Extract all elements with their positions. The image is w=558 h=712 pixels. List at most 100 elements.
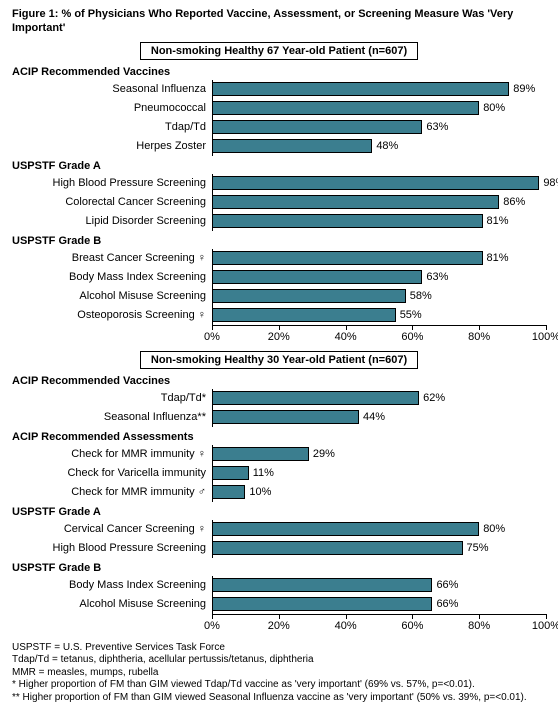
chart-row: Seasonal Influenza** 44%: [12, 408, 546, 427]
row-label: Body Mass Index Screening: [12, 271, 212, 283]
value-label: 80%: [483, 102, 505, 114]
value-label: 48%: [376, 140, 398, 152]
bar-area: 66%: [212, 595, 546, 614]
chart-row: High Blood Pressure Screening75%: [12, 539, 546, 558]
footnote-line: ** Higher proportion of FM than GIM view…: [12, 692, 546, 705]
row-label: Herpes Zoster: [12, 140, 212, 152]
bar: [212, 120, 422, 134]
bar: [212, 391, 419, 405]
value-label: 80%: [483, 523, 505, 535]
value-label: 66%: [436, 579, 458, 591]
value-label: 86%: [503, 196, 525, 208]
bar-area: 81%: [212, 249, 546, 268]
value-label: 29%: [313, 448, 335, 460]
bar-area: 80%: [212, 99, 546, 118]
chart-row: Tdap/Td* 62%: [12, 389, 546, 408]
bar: [212, 466, 249, 480]
chart-row: High Blood Pressure Screening98%: [12, 174, 546, 193]
bar-area: 98%: [212, 174, 546, 193]
bar: [212, 541, 463, 555]
bar-area: 89%: [212, 80, 546, 99]
bar: [212, 308, 396, 322]
row-label: Check for MMR immunity ♀: [12, 448, 212, 460]
tick-label: 100%: [532, 331, 558, 343]
chart-row: Alcohol Misuse Screening 66%: [12, 595, 546, 614]
chart-row: Colorectal Cancer Screening86%: [12, 193, 546, 212]
footnotes: USPSTF = U.S. Preventive Services Task F…: [12, 642, 546, 705]
group-label: USPSTF Grade A: [12, 160, 546, 172]
chart-row: Lipid Disorder Screening 81%: [12, 212, 546, 231]
chart-row: Check for Varicella immunity 11%: [12, 464, 546, 483]
value-label: 58%: [410, 290, 432, 302]
bar: [212, 195, 499, 209]
row-label: High Blood Pressure Screening: [12, 177, 212, 189]
bar-area: 55%: [212, 306, 546, 325]
chart-root: Non-smoking Healthy 67 Year-old Patient …: [12, 42, 546, 636]
bar-area: 80%: [212, 520, 546, 539]
value-label: 10%: [249, 486, 271, 498]
bar-area: 66%: [212, 576, 546, 595]
tick-label: 60%: [401, 331, 423, 343]
group-label: ACIP Recommended Vaccines: [12, 66, 546, 78]
bar-area: 58%: [212, 287, 546, 306]
chart-row: Check for MMR immunity ♂10%: [12, 483, 546, 502]
bar: [212, 485, 245, 499]
value-label: 55%: [400, 309, 422, 321]
row-label: Lipid Disorder Screening: [12, 215, 212, 227]
bar: [212, 289, 406, 303]
bar: [212, 522, 479, 536]
row-label: Pneumococcal: [12, 102, 212, 114]
tick-label: 40%: [335, 620, 357, 632]
value-label: 81%: [487, 215, 509, 227]
row-label: Tdap/Td*: [12, 392, 212, 404]
bar-area: 44%: [212, 408, 546, 427]
value-label: 89%: [513, 83, 535, 95]
group-label: ACIP Recommended Assessments: [12, 431, 546, 443]
chart-row: Seasonal Influenza 89%: [12, 80, 546, 99]
tick-label: 100%: [532, 620, 558, 632]
figure-title: Figure 1: % of Physicians Who Reported V…: [12, 8, 546, 36]
value-label: 11%: [253, 467, 274, 479]
chart-row: Osteoporosis Screening ♀ 55%: [12, 306, 546, 325]
chart-row: Tdap/Td63%: [12, 118, 546, 137]
row-label: Seasonal Influenza: [12, 83, 212, 95]
tick-label: 0%: [204, 620, 220, 632]
bar-area: 63%: [212, 118, 546, 137]
tick-label: 60%: [401, 620, 423, 632]
tick-label: 40%: [335, 331, 357, 343]
bar-area: 10%: [212, 483, 546, 502]
chart-row: Body Mass Index Screening66%: [12, 576, 546, 595]
value-label: 81%: [487, 252, 509, 264]
chart-row: Pneumococcal 80%: [12, 99, 546, 118]
bar-area: 75%: [212, 539, 546, 558]
footnote-line: MMR = measles, mumps, rubella: [12, 667, 546, 680]
row-label: Breast Cancer Screening ♀: [12, 252, 212, 264]
bar-area: 48%: [212, 137, 546, 156]
bar: [212, 214, 483, 228]
bar: [212, 410, 359, 424]
value-label: 98%: [543, 177, 558, 189]
row-label: Check for Varicella immunity: [12, 467, 212, 479]
value-label: 66%: [436, 598, 458, 610]
row-label: Osteoporosis Screening ♀: [12, 309, 212, 321]
row-label: Cervical Cancer Screening ♀: [12, 523, 212, 535]
bar: [212, 82, 509, 96]
bar: [212, 176, 539, 190]
chart-row: Body Mass Index Screening63%: [12, 268, 546, 287]
row-label: Alcohol Misuse Screening: [12, 290, 212, 302]
row-label: Alcohol Misuse Screening: [12, 598, 212, 610]
bar: [212, 101, 479, 115]
group-label: ACIP Recommended Vaccines: [12, 375, 546, 387]
group-label: USPSTF Grade B: [12, 562, 546, 574]
bar-area: 11%: [212, 464, 546, 483]
tick-label: 20%: [268, 620, 290, 632]
chart-row: Cervical Cancer Screening ♀ 80%: [12, 520, 546, 539]
row-label: Seasonal Influenza**: [12, 411, 212, 423]
value-label: 62%: [423, 392, 445, 404]
chart-row: Breast Cancer Screening ♀ 81%: [12, 249, 546, 268]
bar: [212, 447, 309, 461]
chart-row: Check for MMR immunity ♀ 29%: [12, 445, 546, 464]
tick-label: 0%: [204, 331, 220, 343]
chart-row: Herpes Zoster 48%: [12, 137, 546, 156]
value-label: 44%: [363, 411, 385, 423]
